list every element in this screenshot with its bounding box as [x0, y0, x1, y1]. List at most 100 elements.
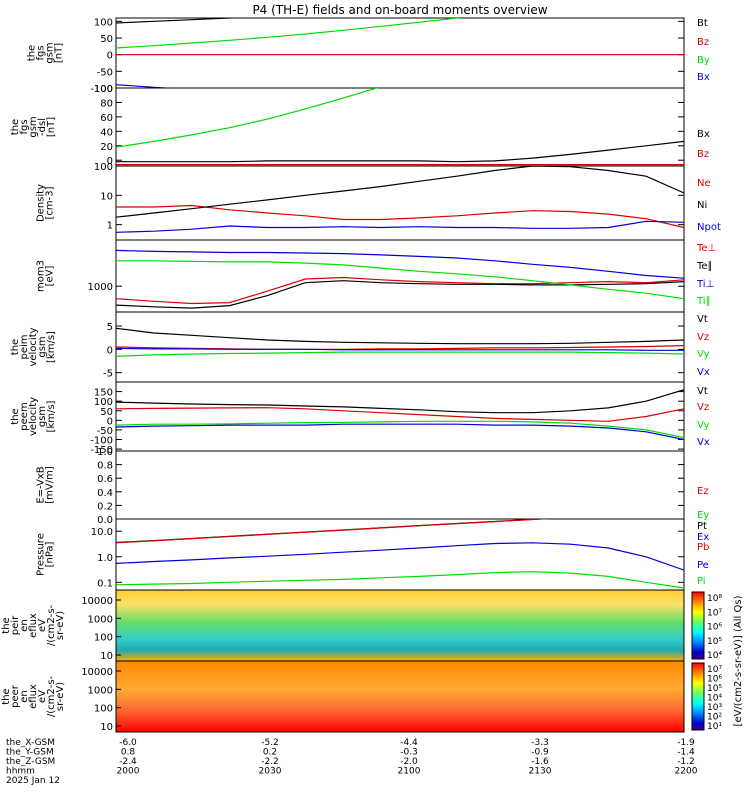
- y-tick-label: 100: [94, 84, 113, 95]
- ephemeris-value: -0.9: [531, 748, 549, 758]
- ephemeris-value: 2100: [398, 767, 421, 777]
- series-line: [116, 423, 684, 441]
- y-axis-label-line: gsm: [28, 116, 39, 137]
- legend-label: Ti⊥: [696, 279, 714, 290]
- y-axis-label: thepeerenefluxeV/(cm2-s-sr-eV): [1, 675, 66, 717]
- y-tick-label: 100: [94, 633, 113, 644]
- y-tick-label: -150: [90, 445, 113, 456]
- y-tick-label: 0: [107, 416, 113, 427]
- series-line: [116, 351, 684, 357]
- ephemeris-value: -1.4: [677, 748, 695, 758]
- ephemeris-value: -5.2: [261, 738, 279, 748]
- series-line: [116, 204, 684, 229]
- series-line: [116, 88, 379, 148]
- y-axis-label-line: peim: [19, 334, 30, 359]
- legend-label: Npot: [697, 222, 721, 233]
- panel-e_vxb: E=-VxB[mV/m] 1.0 0.8 0.6 0.4 0.2 0.0 Ez Ey Ex: [36, 447, 710, 543]
- y-axis-label-line: eflux: [28, 684, 39, 709]
- y-tick-label: 1.0: [97, 447, 113, 458]
- panel-peem_velocity: thepeemvelocitygsm[km/s] 150100500-50-100…: [10, 381, 710, 456]
- y-axis-label-line: [nT]: [46, 117, 57, 137]
- y-tick-label: 20: [100, 142, 113, 153]
- legend-label: Vy: [697, 349, 710, 360]
- legend-label: Vz: [697, 402, 709, 413]
- y-axis-label: thepeimvelocitygsm[km/s]: [10, 327, 57, 366]
- ephemeris-value: 2200: [675, 767, 698, 777]
- y-tick-label: 0: [107, 51, 113, 62]
- y-tick-label: 100: [94, 162, 113, 173]
- series-line: [116, 260, 684, 300]
- y-tick-label: 5: [107, 322, 113, 333]
- y-axis-label-line: /(cm2-s-: [46, 675, 57, 717]
- colorbar-tick-label: 10¹: [707, 722, 722, 732]
- colorbar-tick-label: 10⁵: [707, 637, 722, 647]
- ephemeris-value: -6.0: [119, 738, 137, 748]
- y-tick-label: 100: [94, 17, 113, 28]
- legend-label: Ey: [697, 510, 709, 521]
- colorbar-tick-label: 10⁷: [707, 665, 722, 675]
- panel-fgs_gsm_dsl: thefgsgsm-dsl[nT] 100 80 60 40 20 0 Bx Bz: [10, 84, 710, 167]
- y-tick-label: 100: [94, 397, 113, 408]
- y-tick-label: 0.2: [97, 501, 113, 512]
- y-axis-label-line: en: [19, 619, 30, 632]
- y-tick-label: 50: [100, 34, 113, 45]
- y-axis-label: thefgsgsm[nT]: [27, 42, 65, 63]
- y-tick-label: 1000: [88, 282, 113, 293]
- series-line: [116, 389, 684, 414]
- y-axis-label-line: the: [1, 617, 12, 633]
- y-axis-label-line: the: [10, 408, 21, 424]
- colorbar-tick-label: 10⁶: [707, 623, 722, 633]
- legend-label: Pb: [697, 542, 709, 553]
- colorbar-tick-label: 10⁶: [707, 675, 722, 685]
- y-tick-label: -50: [97, 67, 113, 78]
- y-axis-label: mom3[eV]: [36, 260, 56, 292]
- y-axis-label-line: fgs: [36, 45, 47, 60]
- series-line: [116, 18, 243, 24]
- y-tick-label: 10000: [81, 667, 113, 678]
- y-tick-label: -100: [90, 84, 113, 95]
- y-axis-label-line: gsm: [37, 406, 48, 427]
- plot-frame: [115, 450, 685, 520]
- ephemeris-row-label: the_X-GSM: [6, 738, 55, 748]
- y-tick-label: 0.0: [97, 515, 113, 526]
- y-axis-label-line: velocity: [28, 327, 39, 366]
- y-axis-label-line: eflux: [28, 613, 39, 638]
- y-axis-label-line: Density: [36, 184, 47, 222]
- panel-moms: mom3[eV] 1000 Te⊥ Te∥ Ti⊥ Ti∥: [36, 239, 716, 313]
- legend-label: Vt: [697, 314, 708, 325]
- y-tick-label: 0.8: [97, 461, 113, 472]
- ephemeris-value: -3.3: [531, 738, 549, 748]
- legend-label: Vx: [697, 437, 710, 448]
- colorbar-label: [eV/(cm2-s-sr-eV)] (All Qs): [733, 595, 744, 726]
- plot-frame: [115, 239, 685, 313]
- panel-peir_en_eflux: thepeirenefluxeV/(cm2-s-sr-eV) 10000 1000 1…: [1, 589, 722, 662]
- y-axis-label-line: [cm-3]: [45, 186, 56, 219]
- y-tick-label: 10: [100, 191, 113, 202]
- legend-label: Vt: [697, 386, 708, 397]
- y-axis-label-line: the: [10, 119, 21, 135]
- y-tick-label: 1: [107, 221, 113, 232]
- y-axis-label-line: Pressure: [36, 533, 47, 576]
- y-axis-label-line: peir: [10, 615, 21, 635]
- y-axis-label-line: velocity: [28, 397, 39, 436]
- series-line: [116, 542, 684, 571]
- ephemeris-value: 0.2: [263, 748, 277, 758]
- colorbar: [691, 662, 705, 731]
- y-axis-label: Pressure[nPa]: [36, 533, 56, 576]
- series-line: [116, 519, 553, 544]
- y-axis-label: E=-VxB[mV/m]: [36, 466, 56, 504]
- legend-label: Bz: [697, 37, 709, 48]
- y-tick-label: 10.0: [91, 527, 113, 538]
- y-tick-label: 1000: [88, 614, 113, 625]
- legend-label: Ez: [697, 486, 709, 497]
- y-tick-label: -5: [103, 369, 113, 380]
- legend-label: By: [697, 55, 710, 66]
- colorbar-tick-label: 10³: [707, 703, 722, 713]
- colorbar-tick-label: 10²: [707, 713, 722, 723]
- y-axis-label: thefgsgsm-dsl[nT]: [10, 116, 57, 137]
- y-tick-label: 10000: [81, 596, 113, 607]
- colorbar-tick-label: 10⁴: [707, 651, 722, 661]
- y-tick-label: 1.0: [97, 553, 113, 564]
- series-line: [116, 84, 175, 88]
